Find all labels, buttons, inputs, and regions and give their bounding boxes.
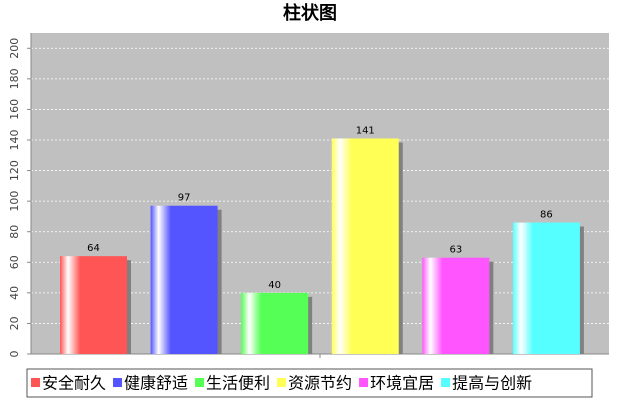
legend-label: 环境宜居: [370, 374, 434, 393]
legend-swatch: [195, 378, 205, 387]
y-tick-label: 120: [8, 160, 21, 181]
y-tick-label: 40: [8, 286, 21, 300]
y-tick-label: 160: [8, 99, 21, 120]
bar: [422, 257, 490, 354]
legend-swatch: [31, 378, 40, 387]
legend-label: 资源节约: [288, 374, 352, 393]
legend-swatch: [359, 378, 369, 387]
value-label: 97: [178, 193, 191, 204]
y-tick-label: 0: [8, 351, 21, 358]
bar: [512, 222, 580, 354]
y-tick-label: 180: [8, 68, 21, 89]
y-tick-label: 100: [8, 191, 21, 212]
legend-label: 生活便利: [206, 374, 270, 393]
y-tick-label: 200: [8, 38, 21, 59]
value-label: 40: [268, 280, 281, 291]
bar: [150, 205, 218, 354]
legend-label: 安全耐久: [42, 374, 106, 393]
bar: [241, 292, 309, 354]
bar: [331, 138, 399, 354]
value-label: 86: [540, 210, 553, 221]
value-label: 63: [449, 245, 462, 256]
legend-swatch: [277, 378, 287, 387]
bar: [60, 256, 127, 354]
legend-swatch: [441, 378, 451, 387]
legend-swatch: [113, 378, 123, 387]
y-tick-label: 60: [8, 255, 21, 269]
value-label: 64: [87, 243, 100, 254]
legend-label: 提高与创新: [452, 374, 532, 393]
value-label: 141: [356, 125, 375, 136]
y-tick-label: 140: [8, 130, 21, 151]
y-tick-label: 80: [8, 225, 21, 239]
y-tick-label: 20: [8, 316, 21, 330]
legend-label: 健康舒适: [124, 374, 188, 393]
chart-title: 柱状图: [283, 2, 337, 24]
